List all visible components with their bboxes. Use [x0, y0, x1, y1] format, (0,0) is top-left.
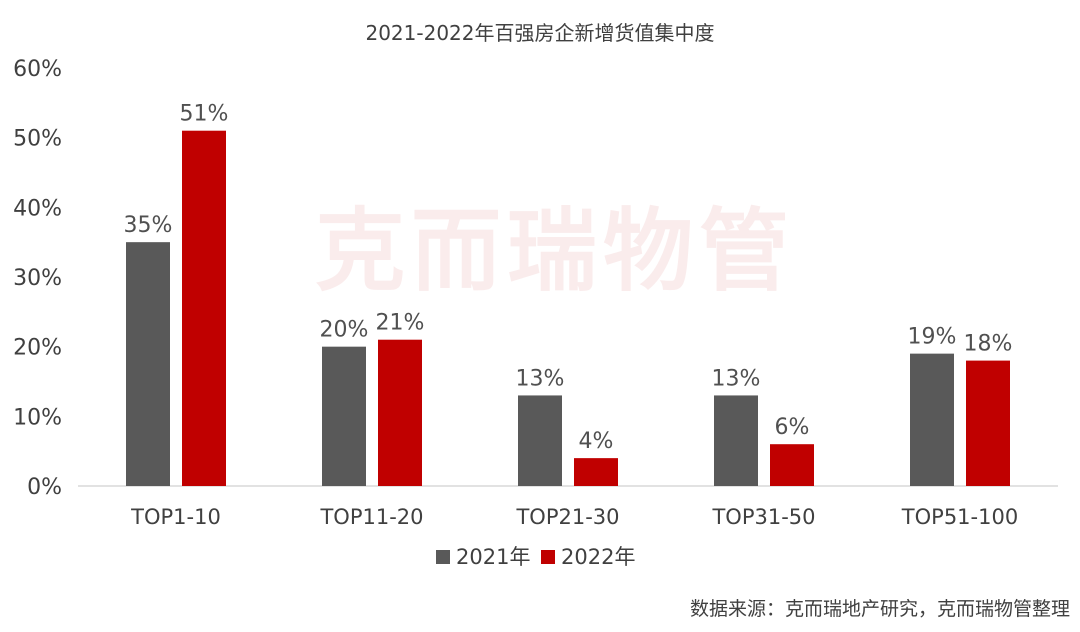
data-label: 13%	[712, 366, 761, 391]
watermark: 克而瑞物管	[315, 199, 795, 304]
x-tick-label: TOP1-10	[130, 505, 221, 529]
y-tick-label: 0%	[27, 475, 62, 500]
data-label: 4%	[579, 429, 614, 454]
bar	[322, 346, 366, 486]
data-label: 13%	[516, 366, 565, 391]
y-tick-label: 50%	[13, 127, 62, 152]
y-tick-label: 60%	[13, 57, 62, 82]
chart-title: 2021-2022年百强房企新增货值集中度	[365, 21, 714, 45]
data-label: 6%	[775, 415, 810, 440]
legend-label: 2021年	[456, 545, 530, 569]
legend: 2021年 2022年	[436, 545, 635, 569]
x-tick-label: TOP21-30	[515, 505, 619, 529]
data-label: 21%	[376, 311, 425, 336]
data-label: 18%	[964, 332, 1013, 357]
y-tick-label: 30%	[13, 266, 62, 291]
bar	[126, 242, 170, 486]
bar	[574, 458, 618, 486]
bar	[182, 130, 226, 486]
data-label: 20%	[320, 318, 369, 343]
bar	[966, 360, 1010, 486]
legend-label: 2022年	[561, 545, 635, 569]
x-tick-label: TOP51-100	[901, 505, 1018, 529]
bar-group: 35% 51% 20% 21% 13% 4% 13% 6% 19% 18%	[124, 102, 1013, 486]
bar	[910, 353, 954, 486]
source-note: 数据来源：克而瑞地产研究，克而瑞物管整理	[690, 598, 1070, 620]
data-label: 51%	[180, 102, 229, 127]
x-tick-label: TOP11-20	[319, 505, 423, 529]
bar	[378, 339, 422, 486]
y-tick-label: 20%	[13, 336, 62, 361]
legend-swatch	[541, 550, 555, 564]
data-label: 35%	[124, 213, 173, 238]
legend-swatch	[436, 550, 450, 564]
y-axis: 0% 10% 20% 30% 40% 50% 60%	[13, 57, 62, 500]
data-label: 19%	[908, 325, 957, 350]
x-axis: TOP1-10 TOP11-20 TOP21-30 TOP31-50 TOP51-100	[130, 505, 1018, 529]
y-tick-label: 10%	[13, 405, 62, 430]
bar	[714, 395, 758, 486]
bar	[770, 444, 814, 486]
bar	[518, 395, 562, 486]
x-tick-label: TOP31-50	[711, 505, 815, 529]
y-tick-label: 40%	[13, 196, 62, 221]
